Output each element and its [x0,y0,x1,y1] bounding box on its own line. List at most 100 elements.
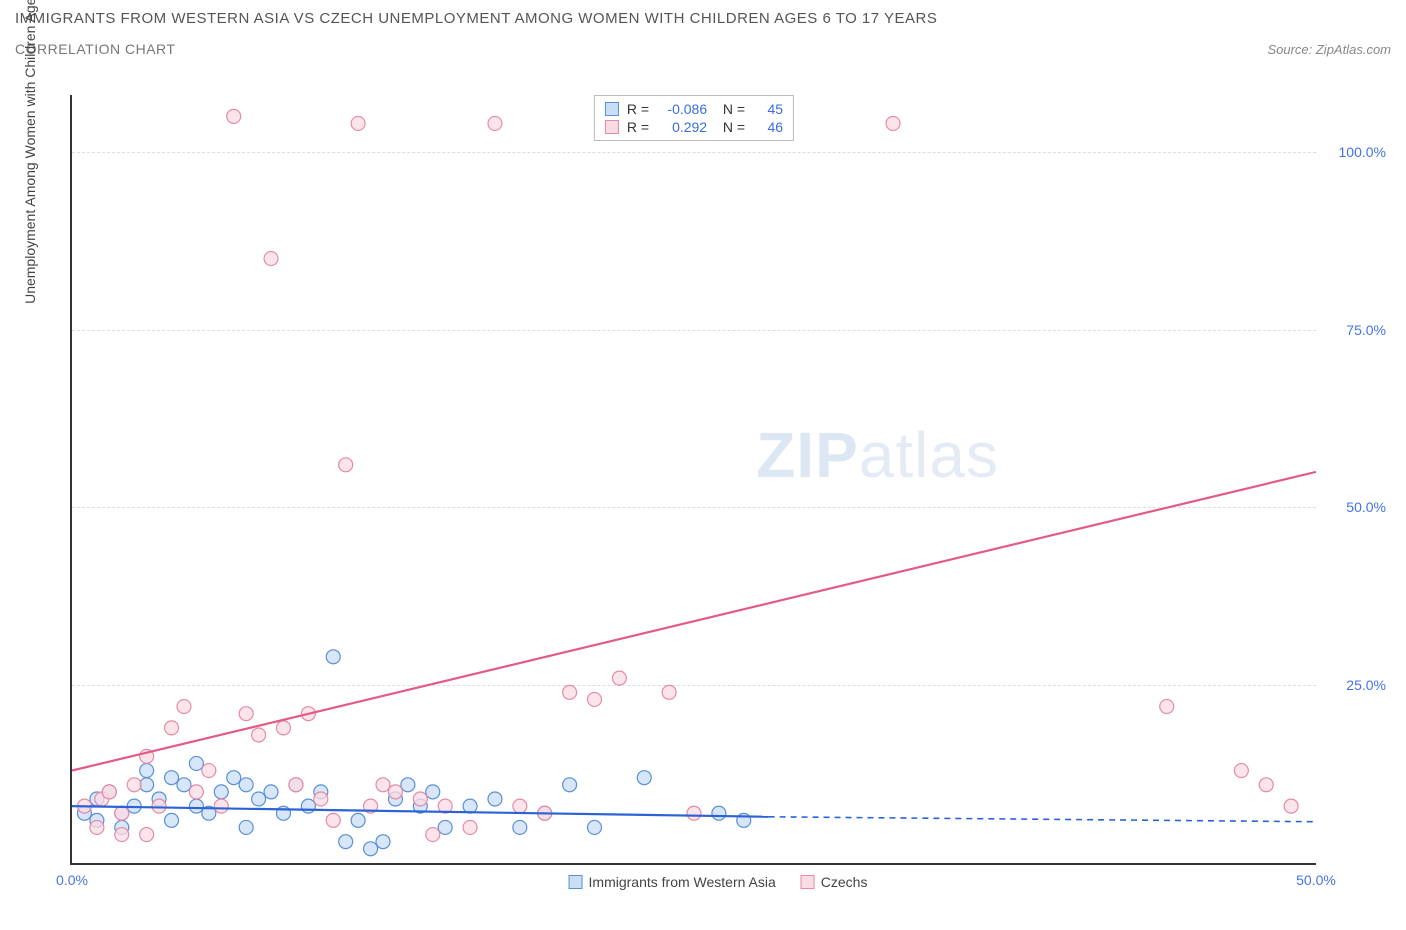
data-point [239,707,253,721]
x-tick-label: 0.0% [56,872,88,888]
data-point [102,785,116,799]
trend-line [72,472,1316,771]
legend-series-name: Czechs [821,874,868,890]
legend-n-value: 46 [753,119,783,135]
data-point [376,778,390,792]
data-point [264,785,278,799]
y-tick-label: 25.0% [1346,677,1386,693]
data-point [563,778,577,792]
legend-swatch [605,120,619,134]
data-point [264,252,278,266]
legend-swatch [801,875,815,889]
data-point [339,835,353,849]
data-point [326,650,340,664]
data-point [513,799,527,813]
source-attribution: Source: ZipAtlas.com [1267,42,1391,57]
data-point [513,820,527,834]
data-point [227,771,241,785]
data-point [214,785,228,799]
data-point [376,835,390,849]
data-point [189,799,203,813]
legend-swatch [569,875,583,889]
data-point [252,728,266,742]
data-point [886,116,900,130]
plot-area: ZIPatlas R =-0.086 N =45R =0.292 N =46 2… [70,95,1316,865]
legend-r-value: 0.292 [657,119,707,135]
data-point [152,799,166,813]
data-point [214,799,228,813]
data-point [252,792,266,806]
data-point [189,785,203,799]
data-point [563,685,577,699]
data-point [301,799,315,813]
data-point [426,828,440,842]
data-point [426,785,440,799]
chart-subtitle: CORRELATION CHART [15,41,175,57]
legend-swatch [605,102,619,116]
data-point [140,764,154,778]
data-point [351,116,365,130]
legend-n-label: N = [715,101,745,117]
data-point [587,692,601,706]
data-point [239,820,253,834]
data-point [687,806,701,820]
data-point [388,785,402,799]
correlation-legend: R = -0.086 N = 45 R = 0.292 N = 46 [594,95,794,141]
data-point [165,813,179,827]
data-point [276,721,290,735]
data-point [637,771,651,785]
legend-r-label: R = [627,101,649,117]
y-axis-label: Unemployment Among Women with Children A… [22,0,38,304]
series-legend: Immigrants from Western Asia Czechs [569,874,868,890]
data-point [115,806,129,820]
legend-r-label: R = [627,119,649,135]
legend-series-name: Immigrants from Western Asia [589,874,776,890]
data-point [364,842,378,856]
data-point [1160,700,1174,714]
data-point [413,792,427,806]
data-point [351,813,365,827]
page-title: IMMIGRANTS FROM WESTERN ASIA VS CZECH UN… [15,10,1391,27]
data-point [202,764,216,778]
data-point [177,700,191,714]
legend-item: Immigrants from Western Asia [569,874,776,890]
data-point [438,820,452,834]
data-point [662,685,676,699]
data-point [326,813,340,827]
data-point [1234,764,1248,778]
data-point [165,721,179,735]
data-point [127,778,141,792]
data-point [401,778,415,792]
legend-n-value: 45 [753,101,783,117]
data-point [463,799,477,813]
data-point [177,778,191,792]
data-point [239,778,253,792]
data-point [339,458,353,472]
data-point [289,778,303,792]
x-tick-label: 50.0% [1296,872,1336,888]
data-point [227,109,241,123]
data-point [1284,799,1298,813]
data-point [189,756,203,770]
data-point [1259,778,1273,792]
data-point [314,792,328,806]
trend-line-extrapolated [769,817,1316,822]
legend-item: Czechs [801,874,868,890]
data-point [587,820,601,834]
y-tick-label: 100.0% [1339,144,1386,160]
data-point [165,771,179,785]
legend-n-label: N = [715,119,745,135]
data-point [115,828,129,842]
legend-r-value: -0.086 [657,101,707,117]
data-point [488,116,502,130]
y-tick-label: 75.0% [1346,322,1386,338]
data-point [612,671,626,685]
data-point [463,820,477,834]
chart-container: Unemployment Among Women with Children A… [40,95,1396,895]
y-tick-label: 50.0% [1346,499,1386,515]
legend-row: R = 0.292 N = 46 [605,118,783,136]
data-point [488,792,502,806]
data-point [140,828,154,842]
data-point [712,806,726,820]
legend-row: R = -0.086 N = 45 [605,100,783,118]
